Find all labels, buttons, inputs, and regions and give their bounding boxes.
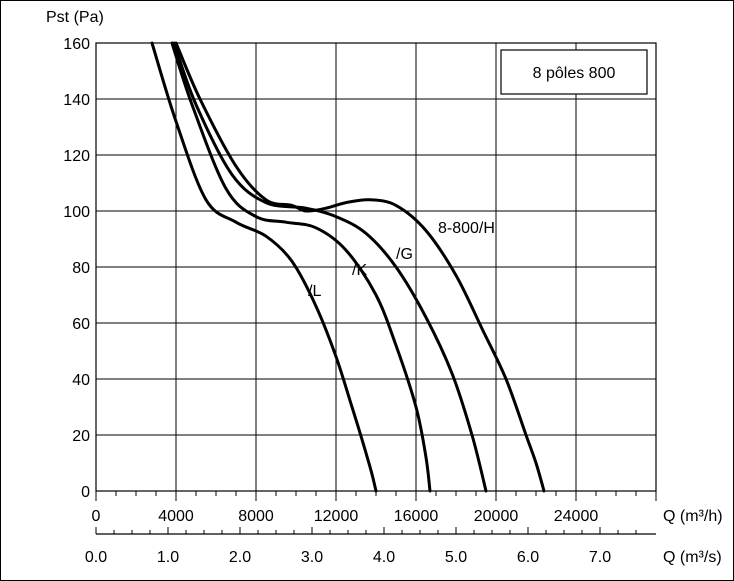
x-secondary-tick-label: 2.0 <box>229 549 251 566</box>
y-tick-label: 140 <box>63 92 90 109</box>
x-axis-title-primary: Q (m³/h) <box>663 508 723 525</box>
x-secondary-tick-label: 3.0 <box>301 549 323 566</box>
x-secondary-tick-label: 7.0 <box>589 549 611 566</box>
series-line-l <box>150 41 378 493</box>
y-tick-label: 80 <box>72 260 90 277</box>
x-secondary-tick-label: 6.0 <box>517 549 539 566</box>
y-tick-label: 40 <box>72 372 90 389</box>
curve-label-k: /K <box>352 262 367 279</box>
y-tick-label: 0 <box>81 484 90 501</box>
curve-label-l: /L <box>308 283 321 300</box>
chart-title: 8 pôles 800 <box>533 65 616 82</box>
x-primary-tick-label: 12000 <box>314 508 359 525</box>
x-secondary-tick-label: 0.0 <box>85 549 107 566</box>
legend-box: 8 pôles 800 <box>500 49 648 95</box>
x-secondary-tick-label: 1.0 <box>157 549 179 566</box>
grid <box>96 43 656 491</box>
x-primary-tick-label: 20000 <box>474 508 519 525</box>
x-secondary-tick-label: 5.0 <box>445 549 467 566</box>
y-tick-label: 60 <box>72 316 90 333</box>
y-tick-label: 100 <box>63 204 90 221</box>
series-line-8-800-h <box>174 41 546 493</box>
x-primary-tick-label: 4000 <box>158 508 194 525</box>
axes <box>95 42 657 535</box>
curve-label-g: /G <box>396 246 413 263</box>
series <box>150 41 546 493</box>
curve-label-h: 8-800/H <box>438 220 495 237</box>
x-axis-title-secondary: Q (m³/s) <box>663 549 722 566</box>
y-tick-label: 160 <box>63 36 90 53</box>
x-primary-tick-label: 8000 <box>238 508 274 525</box>
y-axis-ticks: 0 20 40 60 80 100 120 140 160 <box>63 36 90 501</box>
y-axis-title: Pst (Pa) <box>46 9 104 26</box>
x-primary-tick-label: 16000 <box>394 508 439 525</box>
series-line-k <box>170 41 432 493</box>
series-line-g <box>172 41 488 493</box>
y-tick-label: 120 <box>63 148 90 165</box>
x-axis-ticks: 0 4000 8000 12000 16000 20000 24000 0.0 1.0 2.0 3.… <box>85 508 611 566</box>
y-tick-label: 20 <box>72 428 90 445</box>
x-secondary-tick-label: 4.0 <box>373 549 395 566</box>
x-primary-tick-label: 0 <box>92 508 101 525</box>
x-primary-tick-label: 24000 <box>554 508 599 525</box>
